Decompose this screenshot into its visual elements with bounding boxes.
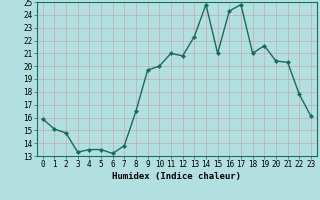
X-axis label: Humidex (Indice chaleur): Humidex (Indice chaleur) <box>112 172 241 181</box>
